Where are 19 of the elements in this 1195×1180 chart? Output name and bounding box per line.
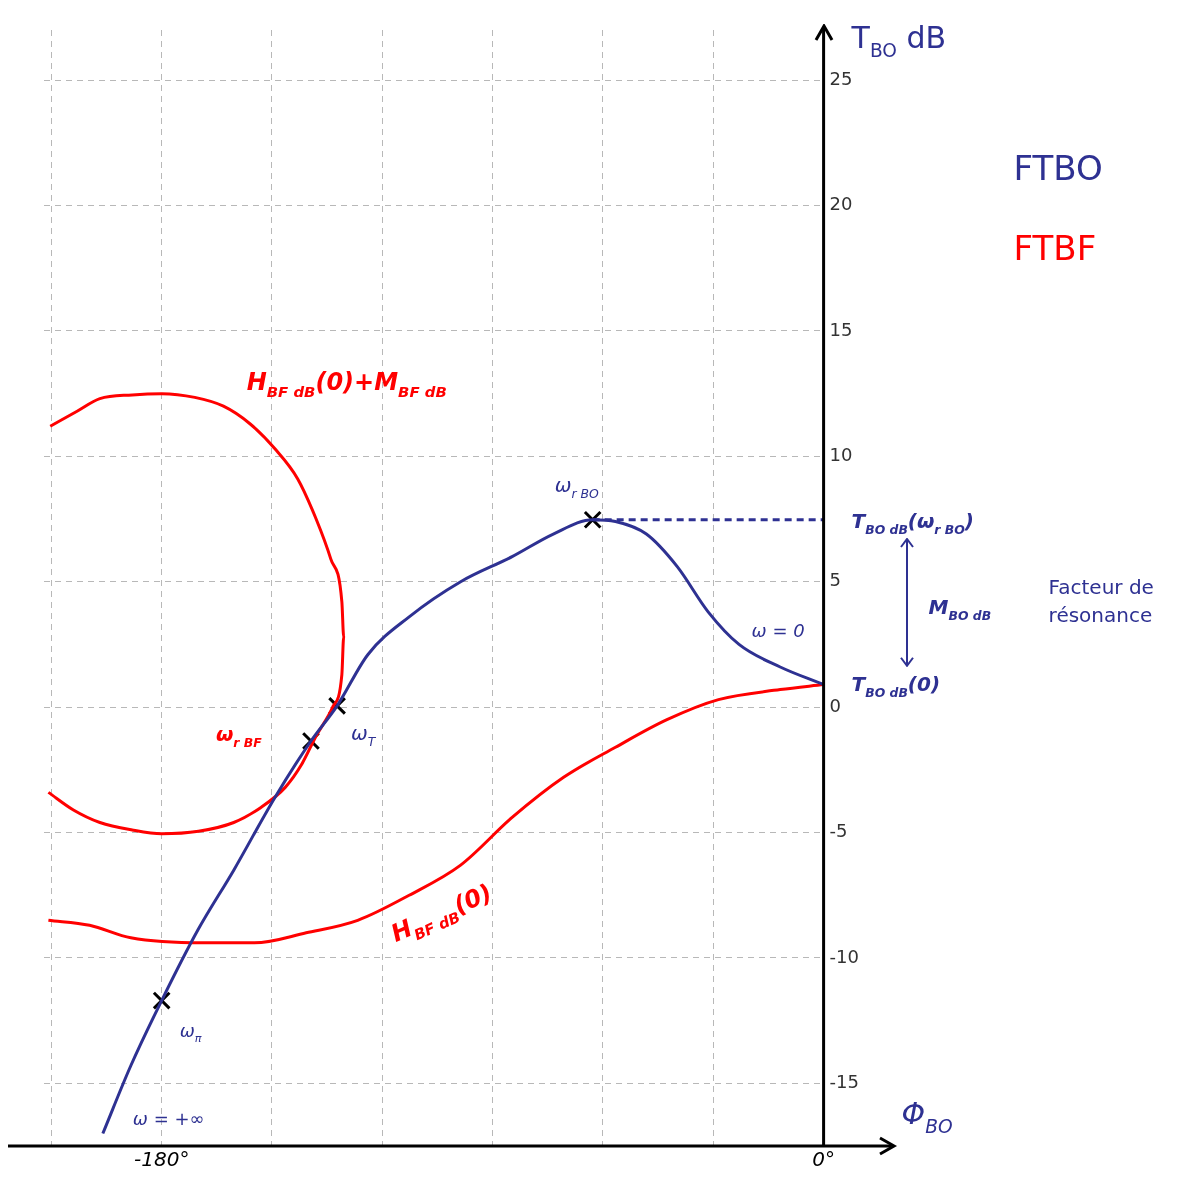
text: Facteur de résonance [1048,575,1154,628]
y-tick-label: 10 [829,444,853,466]
y-tick-label: 0 [829,694,842,716]
annotation: ω = 0 [751,619,805,641]
y-tick-label: 15 [829,318,853,340]
text: FTBF [1013,228,1097,268]
annotation: ω = +∞ [132,1108,205,1130]
x-tick-label: -180° [133,1147,190,1172]
text: FTBO [1013,148,1103,188]
y-tick-label: -5 [829,820,848,842]
line-series [101,518,824,1135]
y-tick-label: 25 [829,67,853,89]
y-tick-label: 5 [829,569,842,591]
y-tick-label: -15 [829,1070,860,1092]
x-tick-label: 0° [812,1147,835,1172]
annotation: HBF dB(0) [386,878,497,948]
line-series [46,683,824,945]
y-tick-label: -10 [829,945,860,967]
y-tick-label: 20 [829,193,853,215]
